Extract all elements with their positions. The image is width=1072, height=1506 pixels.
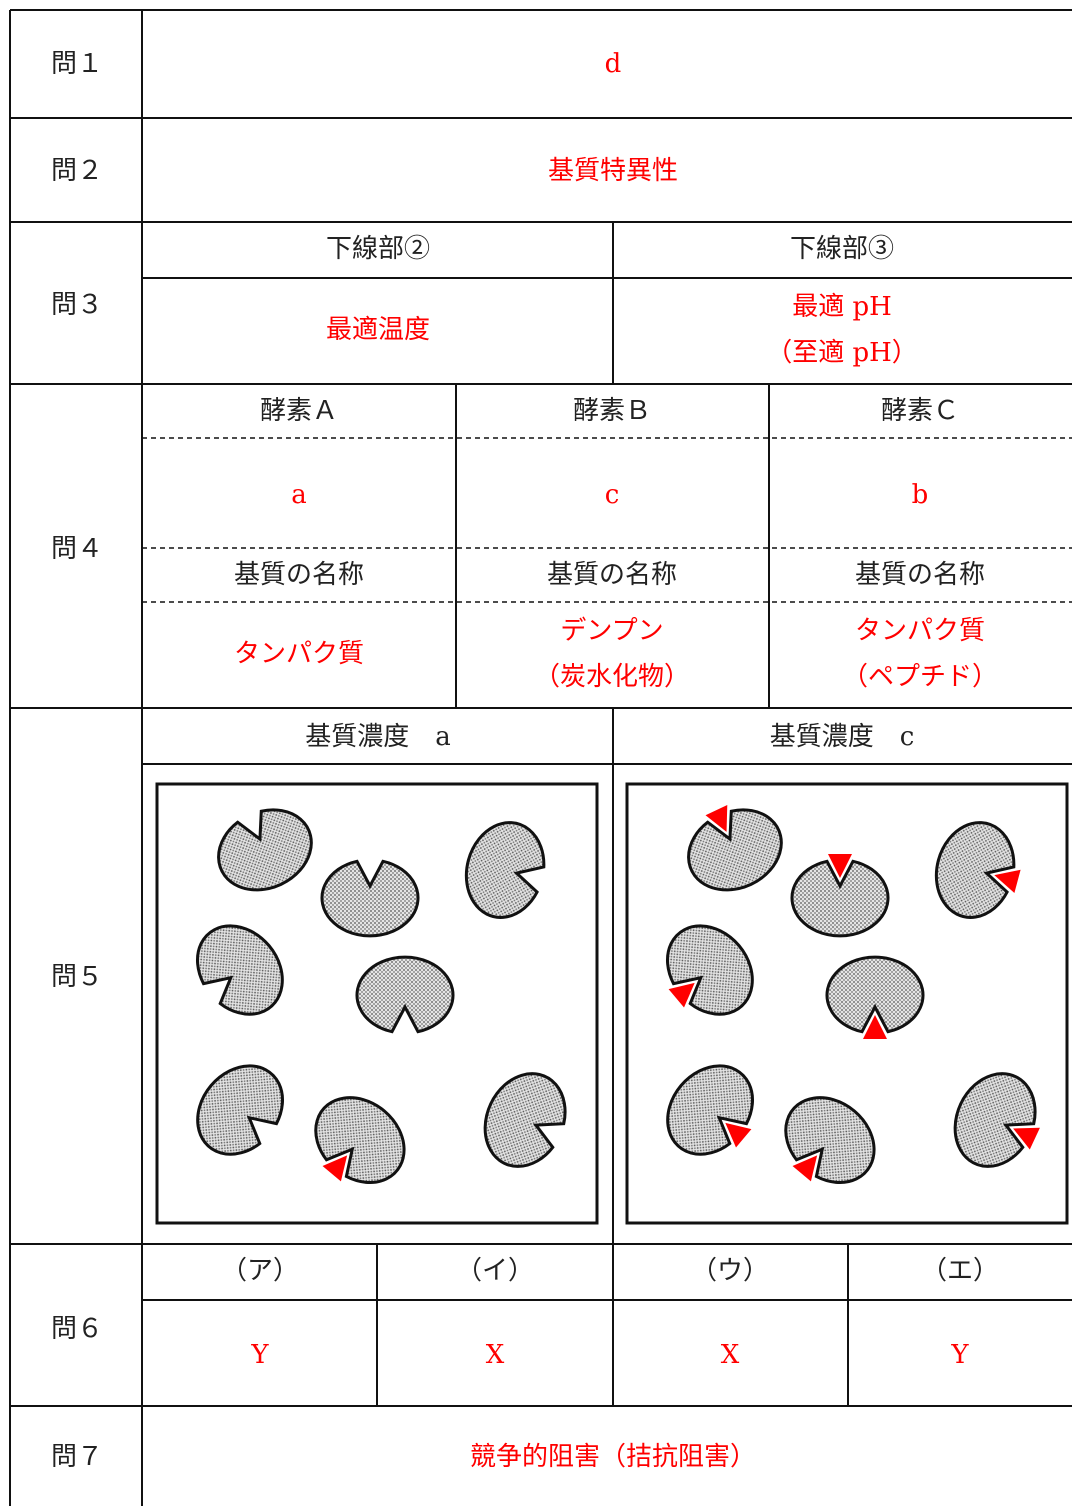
answer: 競争的阻害（拮抗阻害） — [470, 1442, 756, 1472]
enzyme-body — [464, 821, 546, 919]
column-header: （ア） — [221, 1256, 299, 1286]
enzyme — [687, 805, 783, 892]
question-label: 問４ — [51, 534, 103, 564]
enzyme-body — [666, 924, 754, 1016]
answer: タンパク質 — [234, 639, 364, 669]
panel-header: 基質濃度 c — [770, 722, 915, 752]
answer: （炭水化物） — [534, 662, 690, 692]
enzyme — [666, 1064, 754, 1156]
column-header: 下線部② — [326, 234, 430, 264]
enzyme — [217, 808, 313, 892]
answer: d — [605, 49, 622, 79]
substrate — [725, 1122, 752, 1148]
column-header: （ウ） — [691, 1256, 769, 1286]
column-header: 基質の名称 — [855, 560, 985, 590]
enzyme — [196, 1064, 284, 1156]
substrate — [705, 805, 728, 832]
enzyme — [320, 859, 420, 938]
answer: デンプン — [560, 616, 663, 646]
enzyme-body — [934, 821, 1016, 919]
answer: タンパク質 — [855, 616, 985, 646]
substrate — [828, 854, 852, 878]
answer: （至適 pH） — [766, 338, 918, 368]
enzyme-body — [355, 955, 455, 1034]
substrate — [994, 869, 1021, 893]
enzyme — [355, 955, 455, 1034]
enzyme-body — [790, 859, 890, 938]
enzyme — [934, 821, 1021, 919]
question-label: 問５ — [51, 962, 103, 992]
question-label: 問２ — [51, 156, 103, 186]
enzyme-body — [825, 955, 925, 1034]
answer: Y — [950, 1340, 969, 1370]
substrate — [1013, 1127, 1040, 1150]
enzyme — [825, 955, 925, 1039]
enzyme — [666, 924, 754, 1016]
question-label: 問１ — [51, 49, 103, 79]
answer: a — [291, 480, 307, 510]
substrate — [863, 1015, 887, 1039]
enzyme — [196, 924, 284, 1016]
enzyme-body — [483, 1072, 567, 1168]
column-header: （イ） — [456, 1256, 534, 1286]
enzyme-body — [953, 1072, 1037, 1168]
enzyme-body — [314, 1096, 406, 1184]
enzyme — [464, 821, 546, 919]
enzyme-body — [196, 924, 284, 1016]
enzyme — [314, 1096, 406, 1184]
answer: 基質特異性 — [548, 156, 678, 186]
enzyme — [790, 854, 890, 938]
answer: Y — [250, 1340, 269, 1370]
column-header: 基質の名称 — [547, 560, 677, 590]
enzyme-body — [217, 808, 313, 892]
enzyme-body — [196, 1064, 284, 1156]
answer: （ペプチド） — [842, 662, 998, 692]
answer: X — [721, 1340, 740, 1370]
column-header: 基質の名称 — [234, 560, 364, 590]
substrate — [792, 1155, 818, 1182]
answer: b — [912, 480, 929, 510]
enzyme-body — [784, 1096, 876, 1184]
column-header: 酵素Ａ — [260, 396, 338, 426]
enzyme — [483, 1072, 567, 1168]
answer: X — [486, 1340, 505, 1370]
enzyme — [953, 1072, 1040, 1168]
panel-header: 基質濃度 a — [305, 722, 451, 752]
enzyme-body — [687, 808, 783, 892]
column-header: 酵素Ｂ — [573, 396, 651, 426]
diagram-frame — [155, 782, 599, 1225]
enzyme-body — [666, 1064, 754, 1156]
substrate — [322, 1155, 348, 1182]
column-header: 下線部③ — [790, 234, 894, 264]
substrate — [668, 982, 695, 1008]
enzyme — [784, 1096, 876, 1184]
question-label: 問６ — [51, 1314, 103, 1344]
question-label: 問３ — [51, 290, 103, 320]
answer: c — [605, 480, 620, 510]
column-header: 酵素Ｃ — [881, 396, 959, 426]
column-header: （エ） — [921, 1256, 999, 1286]
diagram-frame — [625, 782, 1069, 1225]
enzyme-body — [320, 859, 420, 938]
answer: 最適温度 — [326, 315, 430, 345]
answer: 最適 pH — [792, 292, 892, 322]
question-label: 問７ — [51, 1442, 103, 1472]
